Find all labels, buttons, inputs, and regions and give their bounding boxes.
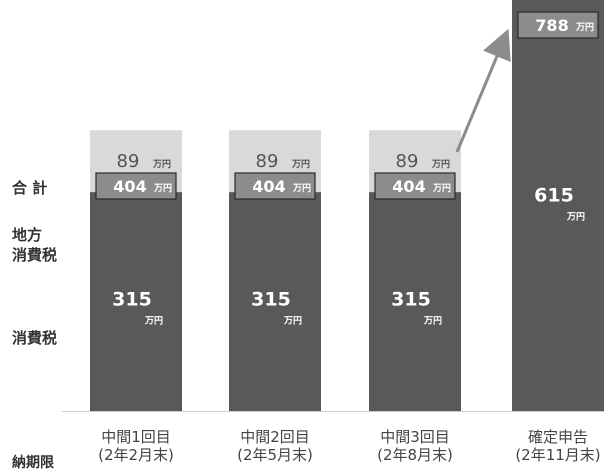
data-label-consumption-tax: 315	[251, 289, 291, 311]
data-label-unit: 万円	[291, 159, 310, 170]
row-label-consumption-tax: 消費税	[12, 329, 58, 347]
total-box	[95, 172, 177, 200]
data-label-consumption-tax: 615	[534, 184, 574, 206]
category-name: 確定申告	[527, 428, 588, 446]
category-label: 確定申告 (2年11月末)	[503, 428, 606, 464]
row-label-local-tax: 地方 消費税	[12, 226, 58, 264]
data-label-unit: 万円	[423, 316, 442, 327]
category-period: (2年11月末)	[515, 446, 601, 464]
total-unit: 万円	[432, 183, 451, 194]
total-box	[234, 172, 316, 200]
total-value: 404	[392, 177, 425, 196]
data-label-local-tax: 89	[396, 151, 419, 172]
total-value: 788	[535, 16, 568, 35]
data-label-consumption-tax: 315	[391, 289, 431, 311]
category-name: 中間3回目	[380, 428, 450, 446]
total-box	[517, 11, 599, 39]
bar-segment-consumption-tax	[90, 192, 182, 411]
category-name: 中間1回目	[101, 428, 171, 446]
total-unit: 万円	[292, 183, 311, 194]
total-box	[374, 172, 456, 200]
bar-segment-consumption-tax	[369, 192, 461, 411]
total-value: 404	[252, 177, 285, 196]
bar-segment-consumption-tax	[229, 192, 321, 411]
data-label-unit: 万円	[431, 159, 450, 170]
category-period: (2年2月末)	[98, 446, 174, 464]
category-label: 中間2回目 (2年5月末)	[220, 428, 330, 464]
total-unit: 万円	[575, 22, 594, 33]
data-label-unit: 万円	[283, 316, 302, 327]
data-label-unit: 万円	[152, 159, 171, 170]
data-label-unit: 万円	[144, 316, 163, 327]
category-label: 中間3回目 (2年8月末)	[360, 428, 470, 464]
total-value: 404	[113, 177, 146, 196]
increase-arrow	[455, 28, 511, 153]
data-label-consumption-tax: 315	[112, 289, 152, 311]
data-label-local-tax: 89	[256, 151, 279, 172]
category-name: 中間2回目	[240, 428, 310, 446]
bar-segment-consumption-tax	[512, 0, 604, 411]
total-unit: 万円	[153, 183, 172, 194]
category-period: (2年8月末)	[377, 446, 453, 464]
data-label-local-tax: 89	[117, 151, 140, 172]
category-period: (2年5月末)	[237, 446, 313, 464]
data-label-unit: 万円	[566, 211, 585, 222]
row-label-total: 合 計	[12, 179, 48, 197]
category-label: 中間1回目 (2年2月末)	[81, 428, 191, 464]
